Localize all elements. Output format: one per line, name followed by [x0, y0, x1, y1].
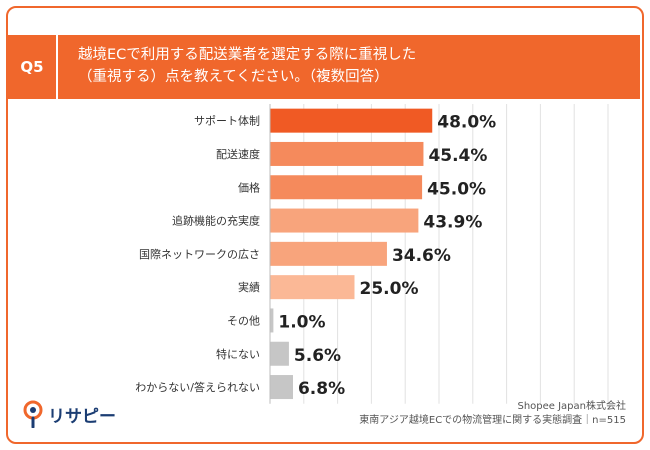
category-label: その他	[227, 314, 260, 327]
category-label: 実績	[238, 280, 260, 294]
question-badge: Q5	[8, 35, 56, 99]
bar	[270, 341, 289, 366]
category-label: わからない/答えられない	[135, 380, 260, 394]
data-label: 45.0%	[427, 179, 486, 199]
category-label: 特にない	[216, 347, 260, 361]
risapy-logo: リサピー	[22, 400, 116, 428]
category-label: サポート体制	[194, 114, 260, 128]
logo-text: リサピー	[48, 406, 116, 427]
question-title-line-1: 越境ECで利用する配送業者を選定する際に重視した	[78, 47, 417, 63]
data-label: 5.6%	[294, 346, 341, 366]
bar	[270, 375, 293, 400]
category-label: 配送速度	[216, 147, 260, 161]
bar	[270, 141, 424, 166]
bar	[270, 175, 423, 200]
source-company: Shopee Japan株式会社	[517, 401, 626, 412]
data-label: 6.8%	[298, 379, 345, 399]
data-label: 34.6%	[392, 246, 451, 266]
bar	[270, 241, 387, 266]
category-label: 国際ネットワークの広さ	[139, 248, 260, 261]
data-label: 48.0%	[437, 113, 496, 133]
data-label: 1.0%	[278, 312, 325, 332]
source-note: Shopee Japan株式会社 東南アジア越境ECでの物流管理に関する実態調査…	[359, 400, 626, 428]
data-label: 45.4%	[428, 146, 487, 166]
bar	[270, 275, 355, 300]
category-label: 価格	[238, 180, 260, 194]
bar	[270, 308, 274, 333]
question-title: 越境ECで利用する配送業者を選定する際に重視した （重視する）点を教えてください…	[58, 35, 640, 99]
data-label: 43.9%	[423, 213, 482, 233]
bar	[270, 208, 419, 233]
question-title-line-2: （重視する）点を教えてください。（複数回答）	[78, 69, 389, 85]
category-label: 追跡機能の充実度	[172, 214, 260, 228]
bar	[270, 108, 433, 133]
data-label: 25.0%	[360, 279, 419, 299]
chart-card: Q5 越境ECで利用する配送業者を選定する際に重視した （重視する）点を教えてく…	[6, 6, 644, 444]
source-survey: 東南アジア越境ECでの物流管理に関する実態調査｜n=515	[359, 415, 626, 426]
location-pin-logo-icon	[23, 400, 43, 428]
